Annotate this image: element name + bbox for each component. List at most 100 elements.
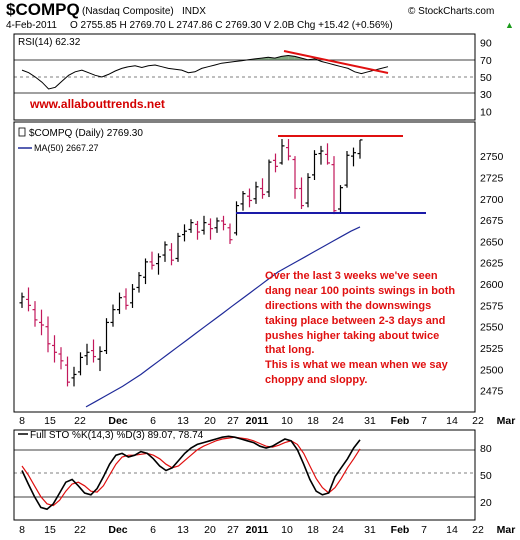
- sto-y-tick: 50: [480, 470, 492, 482]
- x-tick-label: 15: [44, 415, 56, 427]
- sto-y-tick: 20: [480, 497, 492, 509]
- x-tick-label: Mar: [497, 524, 516, 536]
- ohlc-bar: [156, 253, 161, 275]
- rsi-trendline: [283, 50, 389, 74]
- x-tick-label: 22: [74, 415, 86, 427]
- ohlc-bar: [253, 181, 259, 204]
- x-tick-label: 22: [472, 415, 484, 427]
- ohlc-bar: [305, 173, 311, 208]
- quote-date: 4-Feb-2011: [6, 20, 57, 31]
- x-tick-label: Dec: [108, 524, 127, 536]
- ohlc-bar: [123, 288, 129, 310]
- price-legend: $COMPQ (Daily) 2769.30: [29, 128, 143, 139]
- rsi-y-tick: 10: [480, 106, 492, 118]
- ohlc-bar: [65, 356, 70, 387]
- x-tick-label: 8: [19, 415, 25, 427]
- ohlc-bar: [39, 309, 44, 336]
- ohlc-bar: [19, 292, 25, 308]
- ohlc-bar: [84, 343, 90, 366]
- x-axis-labels-top: 8 15 22 Dec 6 13 20 27 2011 10 18 24 31 Feb 7 14 22 Mar: [19, 415, 515, 427]
- x-tick-label: 8: [19, 524, 25, 536]
- ohlc-bar: [110, 304, 116, 327]
- price-y-tick: 2625: [480, 258, 504, 270]
- chart-symbol: $COMPQ: [6, 0, 80, 19]
- ohlc-bar: [279, 139, 285, 165]
- rsi-panel: RSI(14) 62.32 90 70 50 30 10: [13, 33, 492, 121]
- price-y-tick: 2550: [480, 322, 504, 334]
- ohlc-bar: [32, 301, 38, 327]
- rsi-y-tick: 70: [480, 55, 492, 67]
- ohlc-bar: [247, 188, 252, 208]
- ohlc-bar: [182, 224, 187, 242]
- ohlc-bar: [175, 232, 181, 262]
- x-tick-label: 22: [472, 524, 484, 536]
- ohlc-bar: [188, 219, 194, 233]
- x-tick-label: 2011: [246, 524, 269, 536]
- rsi-series: [21, 54, 389, 90]
- ma50-line: [85, 226, 361, 408]
- ohlc-bar: [104, 318, 109, 354]
- price-y-tick: 2700: [480, 194, 504, 206]
- ohlc-bar: [169, 243, 174, 266]
- annotation-line-1: Over the last 3 weeks we've seen: [265, 270, 438, 282]
- price-y-tick: 2600: [480, 279, 504, 291]
- price-frame: [13, 121, 476, 413]
- ohlc-bar: [234, 201, 239, 236]
- x-tick-label: 10: [281, 524, 293, 536]
- annotation-text: Over the last 3 weeks we've seen dang ne…: [265, 270, 455, 386]
- ohlc-bar: [318, 145, 324, 165]
- x-tick-label: 14: [446, 524, 458, 536]
- sto-y-tick: 80: [480, 443, 492, 455]
- annotation-line-5: pushes higher taking about twice: [265, 330, 439, 342]
- ohlc-bar: [52, 335, 57, 363]
- x-tick-label: 31: [364, 524, 376, 536]
- ohlc-bar: [162, 241, 168, 262]
- annotation-line-3: directions with the downswings: [265, 300, 431, 312]
- price-y-tick: 2650: [480, 236, 504, 248]
- x-tick-label: 20: [204, 524, 216, 536]
- x-tick-label: 24: [332, 524, 344, 536]
- annotation-line-7: This is what we mean when we say: [265, 359, 449, 371]
- ohlc-bar: [227, 223, 233, 244]
- price-bars: [19, 139, 363, 387]
- exchange: INDX: [182, 6, 206, 17]
- ohlc-bar: [97, 346, 103, 372]
- ohlc-bar: [78, 352, 83, 376]
- ohlc-bar: [338, 185, 343, 213]
- ohlc-bar: [325, 143, 330, 165]
- price-y-tick: 2575: [480, 300, 504, 312]
- x-tick-label: 10: [281, 415, 293, 427]
- price-y-tick: 2500: [480, 364, 504, 376]
- price-y-tick: 2525: [480, 343, 504, 355]
- x-tick-label: 6: [150, 415, 156, 427]
- ohlc-bar: [143, 258, 148, 285]
- ma-legend: MA(50) 2667.27: [34, 143, 99, 153]
- x-tick-label: 27: [227, 524, 239, 536]
- quote-line: O 2755.85 H 2769.70 L 2747.86 C 2769.30 …: [70, 20, 393, 31]
- sto-d-series: [21, 436, 361, 507]
- sto-panel: Full STO %K(14,3) %D(3) 89.07, 78.74 80 5…: [13, 429, 492, 521]
- ohlc-bar: [195, 220, 200, 240]
- ohlc-bar: [214, 217, 220, 233]
- price-y-tick: 2675: [480, 215, 504, 227]
- ohlc-bar: [208, 218, 213, 240]
- ohlc-bar: [299, 177, 304, 209]
- x-tick-label: Feb: [391, 415, 410, 427]
- rsi-y-tick: 50: [480, 72, 492, 84]
- annotation-line-6: that long.: [265, 344, 315, 356]
- price-y-tick: 2475: [480, 386, 504, 398]
- annotation-line-8: choppy and sloppy.: [265, 374, 367, 386]
- x-tick-label: 2011: [246, 415, 269, 427]
- ohlc-bar: [71, 366, 77, 387]
- website-label: www.allabouttrends.net: [29, 97, 165, 111]
- x-tick-label: 20: [204, 415, 216, 427]
- ohlc-bar: [58, 347, 64, 370]
- x-tick-label: 15: [44, 524, 56, 536]
- x-tick-label: 13: [177, 415, 189, 427]
- ohlc-bar: [312, 150, 317, 180]
- ohlc-bar: [273, 153, 278, 173]
- annotation-line-2: dang near 100 points swings in both: [265, 285, 455, 297]
- rsi-y-tick: 90: [480, 38, 492, 50]
- ohlc-bar: [136, 272, 142, 293]
